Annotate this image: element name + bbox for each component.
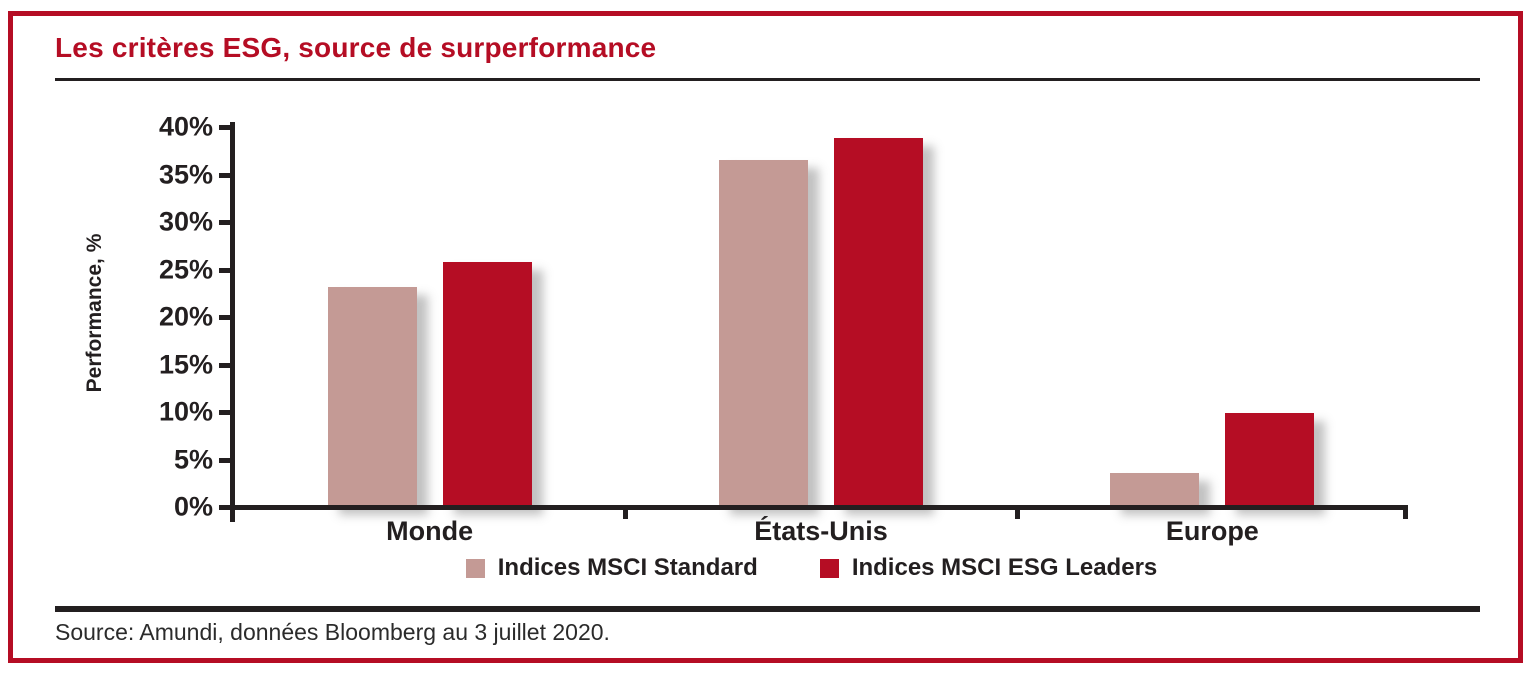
- y-tick-mark: [219, 410, 230, 415]
- chart-legend: Indices MSCI Standard Indices MSCI ESG L…: [0, 554, 1535, 582]
- x-category-label: États-Unis: [754, 516, 888, 546]
- x-tick-mark: [623, 505, 629, 519]
- y-tick-label: 10%: [158, 396, 213, 427]
- legend-label-standard: Indices MSCI Standard: [497, 554, 758, 581]
- bar-Monde-standard: [327, 286, 417, 507]
- legend-item-esg-leaders: Indices MSCI ESG Leaders: [819, 554, 1158, 582]
- bar-Europe-standard: [1110, 472, 1200, 507]
- legend-swatch-standard: [465, 558, 485, 578]
- y-tick-mark: [219, 362, 230, 368]
- y-tick-mark: [219, 505, 230, 510]
- y-axis-line: [230, 122, 235, 522]
- bar-Europe-esg-leaders: [1225, 412, 1315, 507]
- x-axis-end-tick: [1403, 505, 1408, 519]
- y-tick-mark: [219, 220, 230, 225]
- y-tick-label: 35%: [158, 159, 213, 189]
- legend-item-standard: Indices MSCI Standard: [465, 554, 758, 582]
- y-tick-mark: [219, 267, 230, 273]
- y-tick-mark: [219, 315, 230, 320]
- y-tick-label: 30%: [158, 206, 213, 237]
- y-tick-label: 25%: [158, 254, 213, 284]
- bar-Monde-esg-leaders: [442, 261, 532, 507]
- x-tick-mark: [1014, 505, 1020, 519]
- x-category-label: Europe: [1165, 516, 1259, 546]
- bar-États-Unis-standard: [719, 160, 808, 507]
- y-tick-label: 20%: [158, 301, 213, 332]
- y-tick-label: 40%: [158, 111, 213, 142]
- y-axis-label: Performance, %: [83, 233, 106, 393]
- y-tick-label: 5%: [173, 444, 213, 474]
- legend-swatch-esg-leaders: [819, 558, 839, 578]
- title-divider: [55, 78, 1480, 81]
- y-tick-label: 15%: [158, 349, 213, 379]
- y-tick-label: 0%: [173, 491, 213, 522]
- bar-États-Unis-esg-leaders: [834, 138, 923, 507]
- x-axis-line: [230, 505, 1408, 510]
- y-tick-mark: [219, 172, 230, 178]
- legend-label-esg-leaders: Indices MSCI ESG Leaders: [851, 554, 1158, 581]
- chart-title: Les critères ESG, source de surperforman…: [55, 32, 657, 63]
- x-category-label: Monde: [386, 516, 474, 546]
- source-note: Source: Amundi, données Bloomberg au 3 j…: [55, 619, 610, 645]
- y-tick-mark: [219, 457, 230, 463]
- footer-divider: [55, 606, 1480, 612]
- y-tick-mark: [219, 125, 230, 130]
